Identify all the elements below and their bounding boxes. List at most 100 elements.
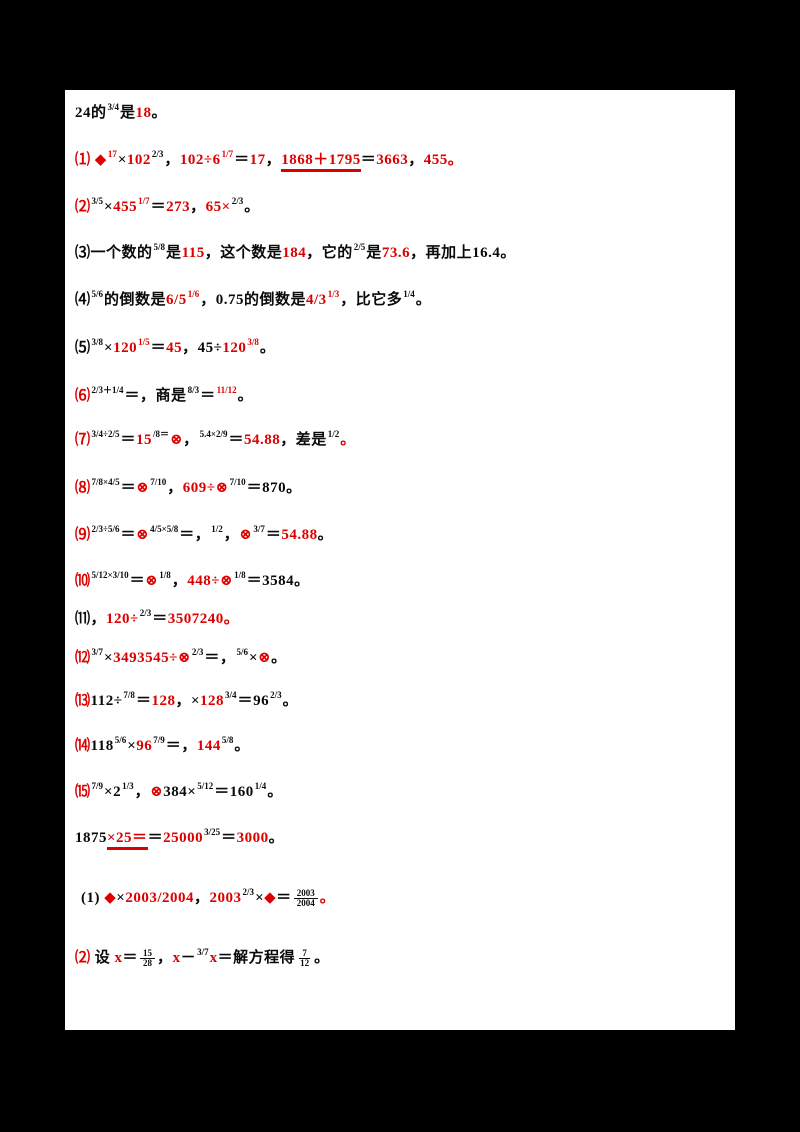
problem-text: 5/8 <box>221 735 234 745</box>
answer-text: ⒂ <box>75 784 91 800</box>
problem-text: ＝ <box>221 830 237 846</box>
problem-text: 。 <box>314 950 330 966</box>
problem-text: ⑷ <box>75 292 91 308</box>
problem-text: 5.4×2/9 <box>199 429 228 439</box>
answer-text: ×25＝ <box>107 830 148 850</box>
answer-text: ⑻ <box>75 480 91 496</box>
problem-text: 24的 <box>75 105 107 121</box>
math-line: 24的3/4是18。 <box>75 102 167 123</box>
problem-text: 3/4 <box>107 102 120 112</box>
answer-text: 102÷6 <box>179 152 221 168</box>
answer-text: ⑴ <box>75 152 91 168</box>
problem-text: 1/8 <box>234 570 246 580</box>
problem-text: ＝ <box>217 950 234 966</box>
answer-text: ⊗ <box>220 573 234 589</box>
problem-text: ，比它多 <box>340 292 403 308</box>
problem-text: 2 <box>113 784 122 800</box>
problem-text: 。 <box>259 340 276 356</box>
problem-text: 2/3 <box>242 887 255 897</box>
problem-text: 8/3 <box>187 385 200 395</box>
problem-text: × <box>116 890 126 906</box>
answer-text: 184 <box>282 245 307 261</box>
answer-text: ⑹ <box>75 388 91 404</box>
answer-text: 73.6 <box>381 245 411 261</box>
problem-text: × <box>248 650 259 666</box>
answer-text: x <box>172 950 181 966</box>
problem-text: 1/2 <box>211 524 223 534</box>
problem-text: 是 <box>366 245 382 261</box>
problem-text: ＝ <box>246 480 263 496</box>
problem-text: ， <box>181 738 197 754</box>
problem-text: 3/7 <box>91 647 104 657</box>
problem-text: ＝ <box>135 693 152 709</box>
problem-text: 118 <box>90 738 114 754</box>
problem-text: 3/7 <box>253 524 265 534</box>
problem-text: 3/4 <box>225 690 237 700</box>
answer-text: ⊗ <box>150 784 164 800</box>
answer-text: ⊗ <box>136 480 150 496</box>
problem-text: ＝ <box>150 199 167 215</box>
answer-text: 2003 <box>209 890 242 906</box>
problem-text: 2/3÷5/6 <box>91 524 120 534</box>
answer-text: ⊗ <box>239 527 253 543</box>
answer-text: 54.88 <box>244 432 281 448</box>
problem-text: 的倒数是 <box>104 292 167 308</box>
fraction-denominator: 28 <box>143 958 153 969</box>
problem-text: ＝ <box>214 784 230 800</box>
problem-text: 2/3 <box>231 196 244 206</box>
answer-text: ⑼ <box>75 527 91 543</box>
answer-text: 96 <box>136 738 153 754</box>
problem-text: ，再加上 <box>410 245 473 261</box>
answer-text: ⊗ <box>170 432 184 448</box>
answer-text: 115 <box>181 245 205 261</box>
problem-text: 。 <box>282 693 299 709</box>
math-line: ⑼2/3÷5/6＝⊗4/5×5/8＝，1/2，⊗3/7＝54.88。 <box>75 524 334 545</box>
problem-text: ＝ <box>120 527 136 543</box>
problem-text: (1) <box>81 890 100 906</box>
problem-text: ＝ <box>179 527 195 543</box>
problem-text: ＝ <box>360 152 377 168</box>
problem-text: ＝ <box>120 432 136 448</box>
problem-text: ＝ <box>204 650 220 666</box>
problem-text: 3/8 <box>91 337 104 347</box>
math-line: ⑵3/5×4551/7＝273，65×2/3。 <box>75 196 260 217</box>
answer-text: ⊗ <box>135 527 150 543</box>
answer-text: 17 <box>107 149 117 159</box>
problem-text: × <box>127 738 137 754</box>
problem-text: 1/4 <box>403 289 415 299</box>
math-line: ⒁1185/6×967/9＝，1445/8。 <box>75 735 250 756</box>
problem-text: ， <box>223 527 240 543</box>
problem-text: ，它的 <box>306 245 353 261</box>
answer-text: 448÷ <box>187 573 221 589</box>
problem-text: ＝ <box>150 340 167 356</box>
problem-text: 3584 <box>262 573 295 589</box>
problem-text: 1/8 <box>159 570 171 580</box>
problem-text: 1/3 <box>122 781 134 791</box>
problem-text: × <box>104 784 114 800</box>
problem-text: 解方程得 <box>233 950 296 966</box>
problem-text: ＝ <box>147 830 164 846</box>
problem-text: ， <box>175 693 191 709</box>
problem-text: 。 <box>294 573 310 589</box>
math-line: ⑺3/4÷2/5＝15/8＝⊗，5.4×2/9＝54.88，差是1/2。 <box>75 429 356 450</box>
problem-text: 。 <box>234 738 250 754</box>
problem-text: ， <box>171 573 188 589</box>
problem-text: 5/6 <box>236 647 248 657</box>
problem-text: 。 <box>500 245 516 261</box>
problem-text: 。 <box>317 527 334 543</box>
answer-text: 11/12 <box>216 385 237 395</box>
problem-text: 设 <box>90 950 115 966</box>
problem-text: ， <box>194 890 210 906</box>
math-line: ⑻7/8×4/5＝⊗7/10，609÷⊗7/10＝870。 <box>75 477 302 498</box>
worksheet-page: 24的3/4是18。 ⑴ ◆17×1022/3，102÷61/7＝17，1868＋… <box>65 90 735 1030</box>
fraction-numerator: 2003 <box>293 888 318 900</box>
answer-text: 144 <box>196 738 221 754</box>
problem-text: 7/10 <box>229 477 246 487</box>
problem-text: ，45÷ <box>182 340 223 356</box>
problem-text: 3/25 <box>204 827 221 837</box>
problem-text: ， <box>265 152 282 168</box>
problem-text: 1875 <box>75 830 107 846</box>
answer-text: 3507240。 <box>167 611 240 627</box>
answer-text: x <box>114 950 123 966</box>
